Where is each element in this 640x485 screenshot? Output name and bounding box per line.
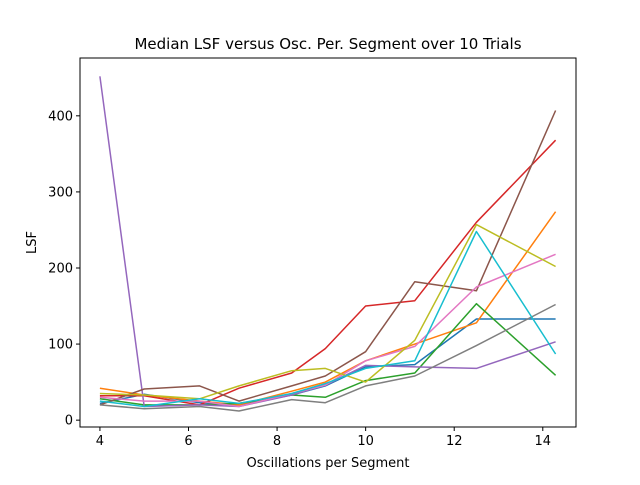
plot-lines [99, 76, 557, 412]
y-tick-label: 400 [48, 109, 73, 124]
series-line-8 [99, 303, 556, 412]
series-line-2 [99, 211, 557, 406]
x-tick-label: 10 [357, 434, 374, 449]
x-tick-label: 14 [535, 434, 552, 449]
chart-title: Median LSF versus Osc. Per. Segment over… [134, 35, 521, 53]
y-tick-label: 200 [48, 261, 73, 276]
x-tick-label: 4 [96, 434, 104, 449]
series-line-4 [99, 139, 557, 406]
x-tick-label: 8 [273, 434, 281, 449]
y-axis-label: LSF [25, 231, 40, 254]
y-tick-label: 100 [48, 338, 73, 353]
series-line-9 [99, 223, 556, 400]
y-tick-label: 0 [65, 414, 73, 429]
series-line-5 [99, 76, 556, 408]
x-tick-label: 6 [184, 434, 192, 449]
x-axis-label: Oscillations per Segment [247, 456, 410, 471]
series-line-10 [99, 230, 557, 408]
series-line-1 [99, 318, 556, 406]
plot-frame [79, 57, 577, 428]
y-tick-label: 300 [48, 185, 73, 200]
series-line-6 [99, 110, 557, 406]
series-line-3 [99, 302, 557, 406]
x-axis-ticks: 4 6 8 10 12 14 [96, 427, 551, 449]
x-tick-label: 12 [446, 434, 463, 449]
y-axis-ticks: 0 100 200 300 400 [48, 109, 80, 429]
series-line-7 [99, 253, 556, 408]
